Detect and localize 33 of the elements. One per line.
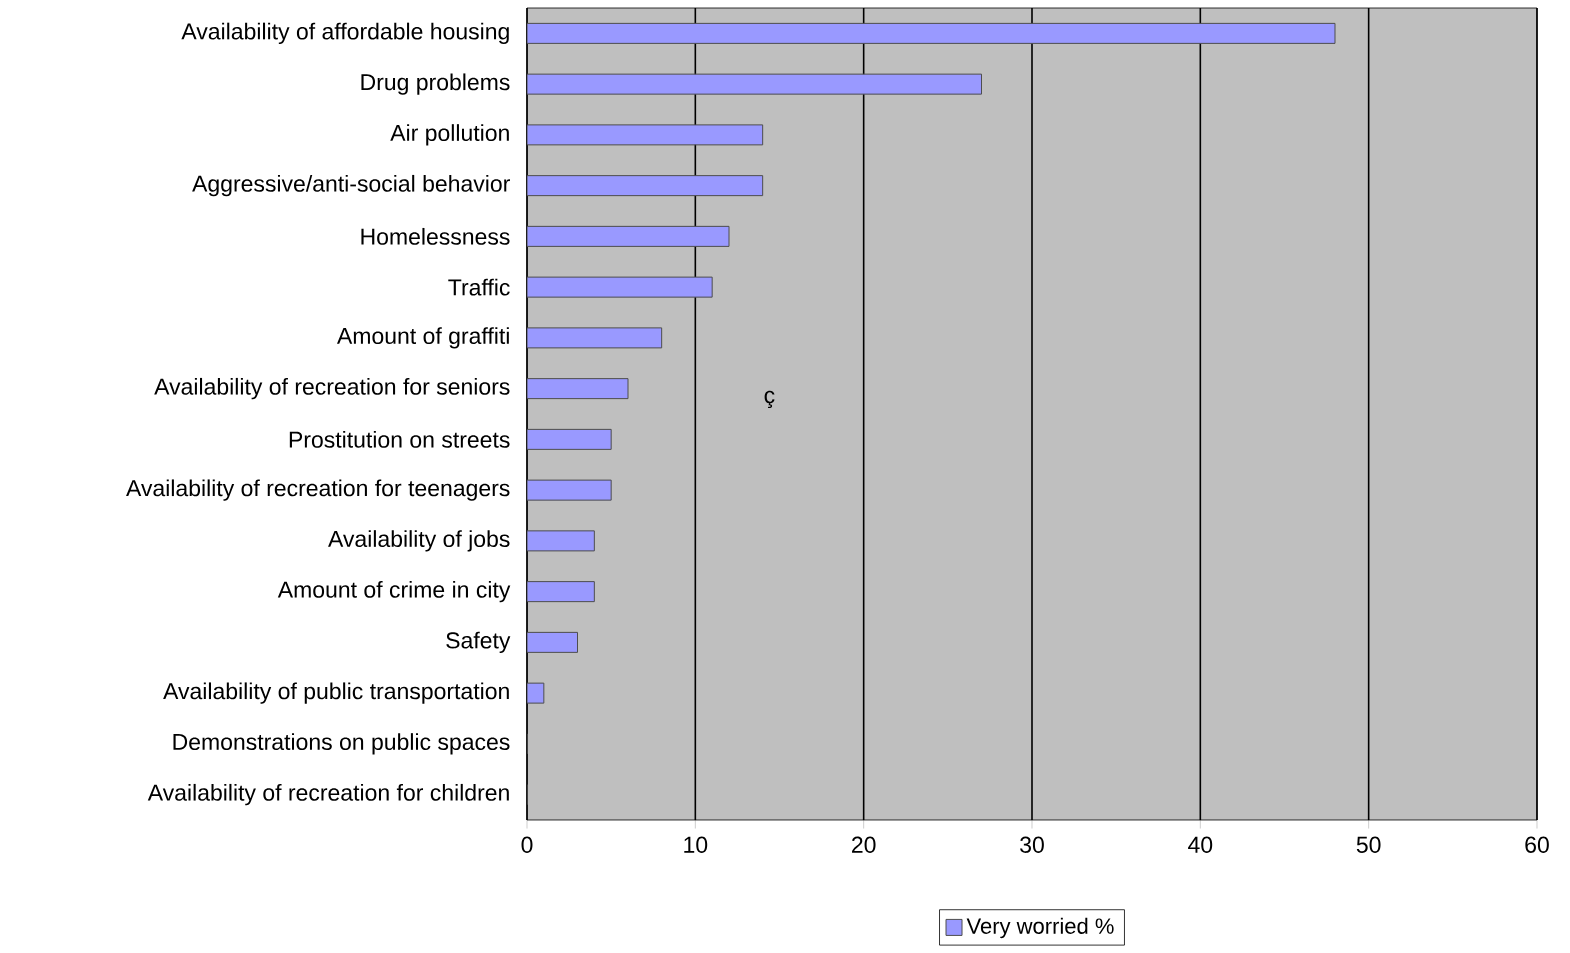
y-tick-label: Availability of jobs [328,530,510,552]
y-tick-label: Availability of recreation for teenagers [126,479,510,501]
y-tick-label: Availability of affordable housing [181,22,509,45]
x-tick-label: 10 [684,836,708,853]
y-tick-label: Amount of crime in city [277,580,511,603]
y-tick-label: Traffic [448,278,510,296]
y-tick-label: Availability of recreation for children [147,783,509,806]
bar [527,22,1336,44]
y-tick-label: Drug problems [361,73,510,95]
y-tick-label: Prostitution on streets [289,430,510,448]
y-tick-label: Homelessness [361,227,510,245]
y-tick-label: Aggressive/anti-social behavior [192,174,510,197]
y-tick-label: Demonstrations on public spaces [173,733,510,755]
bar [527,225,730,247]
legend-label: Very worried % [966,917,1114,939]
y-tick-label: Amount of graffiti [336,327,509,349]
bar [527,175,764,197]
x-tick-label: 60 [1525,836,1549,853]
annotation: ç [764,390,775,408]
bar [527,428,612,450]
bar [527,378,629,400]
bar [527,631,578,653]
bar [527,73,982,95]
y-tick-label: Air pollution [390,124,509,146]
x-tick-label: 30 [1020,836,1044,853]
y-tick-label: Availability of recreation for seniors [154,377,510,400]
x-tick-label: 0 [521,836,533,853]
x-tick-label: 20 [852,836,876,853]
y-tick-label: Safety [446,631,511,654]
x-tick-label: 40 [1188,836,1213,853]
bar [527,581,595,603]
y-tick-label: Availability of public transportation [163,682,509,704]
x-tick-label: 50 [1356,836,1381,853]
